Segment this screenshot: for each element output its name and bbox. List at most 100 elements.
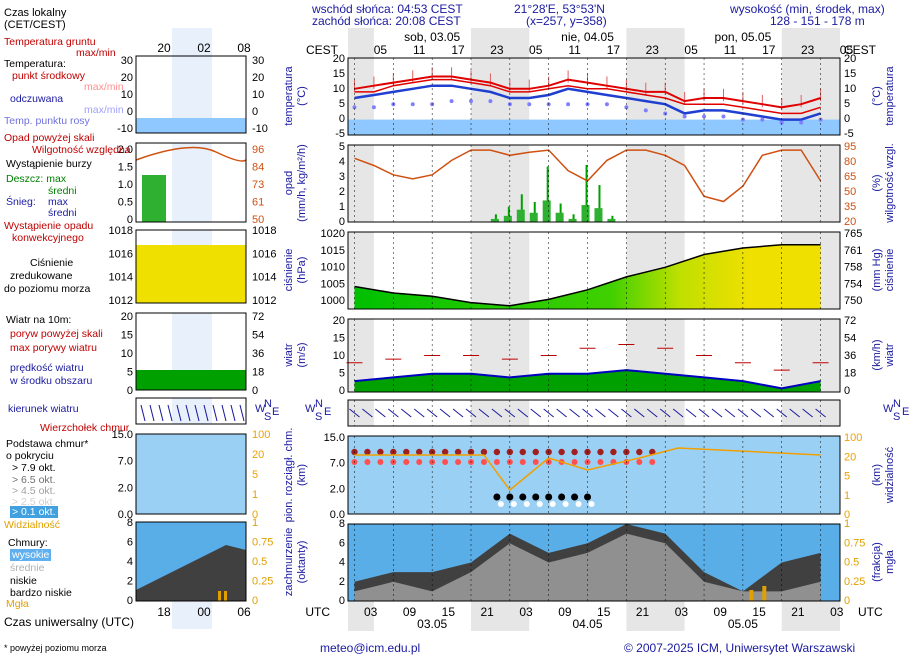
temp-right-tick: -5 [844,128,854,140]
cloud-base-dot [549,501,556,507]
legend-hum-tick: 61 [252,197,264,209]
wind-arrow [711,408,723,418]
wind-arrow [724,408,736,418]
hum-right-tick: 50 [844,186,856,198]
temp-left-tick: 5 [339,98,345,110]
wind-arrow [789,408,800,418]
wind-line [354,369,821,390]
legend-wind-mean: prędkość wiatru [10,362,84,374]
legend-low: niskie [10,575,37,587]
temp-right-tick: 0 [844,113,850,125]
cb-dot [441,448,449,456]
wind-label-right-2: (km/h) [871,339,883,370]
legend-wind-dir: kierunek wiatru [8,403,79,415]
compass-n-legend: N [264,398,272,410]
legend-wind-arrow [194,404,200,422]
precip-left-tick: 2 [339,186,345,198]
night-band [626,400,685,426]
cloud-base-dot [575,501,582,507]
wind-arrow [646,408,658,418]
vis-label-right: widzialność [884,446,896,504]
legend-wind-arrow [203,404,209,422]
cb-dot [480,459,487,465]
wind-arrow [634,408,645,418]
dew-point-dot [488,99,493,104]
legend-gust-over: poryw powyżej skali [10,328,103,340]
cloud-base-dot [497,501,504,507]
hour-cest-label: 05 [840,43,854,57]
compass-e-legend: E [272,406,279,418]
cloud-base-dot [532,493,540,501]
vis-label-right-2: (km) [871,464,883,486]
legend-night-band-footer [172,601,212,629]
cb-dot [403,448,410,456]
grid-text: (x=257, y=358) [526,14,607,28]
rain-mid-bar [516,209,525,222]
temp-right-tick: 20 [844,53,856,65]
press-left-tick: 1000 [321,295,345,307]
legend-precip-tick: 0 [127,214,133,226]
compass-s-left: S [893,411,900,423]
rain-max-bar [507,206,510,222]
rain-max-bar [572,214,575,222]
wind-arrow [621,408,632,418]
cb-dot [416,448,423,456]
legend-hour-top: 20 [157,41,171,55]
legend-okt-3: > 4.5 okt. [12,485,56,497]
legend-cloud-left-tick: 2.0 [118,482,133,494]
legend-vis-right-tick: 1 [252,489,258,501]
cloud-base-dot [588,501,595,507]
legend-wind-left-tick: 15 [121,330,133,342]
fog-right-tick: 0.25 [844,576,865,588]
compass-s-main: S [315,411,322,423]
vis-right-tick: 5 [844,471,850,483]
wind-label-left-2: (m/s) [296,342,308,367]
legend-hour-top: 08 [237,41,251,55]
cb-dot [532,448,539,456]
wind-arrow [349,408,360,418]
temp-label-right: temperatura [884,65,896,125]
temp-label-left-2: (°C) [296,86,308,106]
legend-snow-mid: średni [48,207,77,219]
fog-right-tick: 1 [844,518,850,530]
night-band-header [781,28,840,58]
day-top-label: sob, 03.05 [404,30,460,44]
wind-right-tick: 54 [844,333,856,345]
legend-pressure: Ciśnienie [30,257,74,269]
night-band-header [626,28,685,58]
legend-rain-bar [142,175,166,222]
precip-label-left: opad [283,171,295,195]
footer-email[interactable]: meteo@icm.edu.pl [320,641,421,655]
legend-temp-left-tick: 10 [121,89,133,101]
hum-right-tick: 80 [844,156,856,168]
night-band [626,145,685,222]
legend-temp-right-tick: 20 [252,72,264,84]
wind-arrow [530,408,542,418]
wind-arrow [582,408,593,418]
hour-utc-label: 15 [442,605,456,619]
utc-right-label: UTC [858,605,883,619]
legend-precip-occ: Wystąpienie opadu [4,220,94,232]
precip-left-tick: 0 [339,216,345,228]
wind-arrow [776,408,788,418]
cb-dot [558,448,565,456]
cb-dot [364,459,371,465]
rain-mid-bar [529,212,538,222]
cov-left-tick: 6 [339,537,345,549]
wind-left-tick: 10 [333,350,345,362]
rain-max-bar [494,214,497,222]
legend-wind-arrow [176,404,182,422]
cloud-base-dot [493,493,501,501]
legend-humidity: Wilgotność względna [32,144,131,156]
night-band [471,400,530,426]
cb-dot [571,448,578,456]
wind-right-tick: 18 [844,368,856,380]
legend-max-min: max/min [84,81,124,93]
wind-arrow [478,408,490,418]
wind-arrow [465,408,477,418]
cb-dot [597,459,604,465]
dew-point-dot [604,102,609,107]
cb-dot [597,448,604,456]
legend-wind-right-tick: 54 [252,330,264,342]
hour-cest-label: 17 [607,43,621,57]
